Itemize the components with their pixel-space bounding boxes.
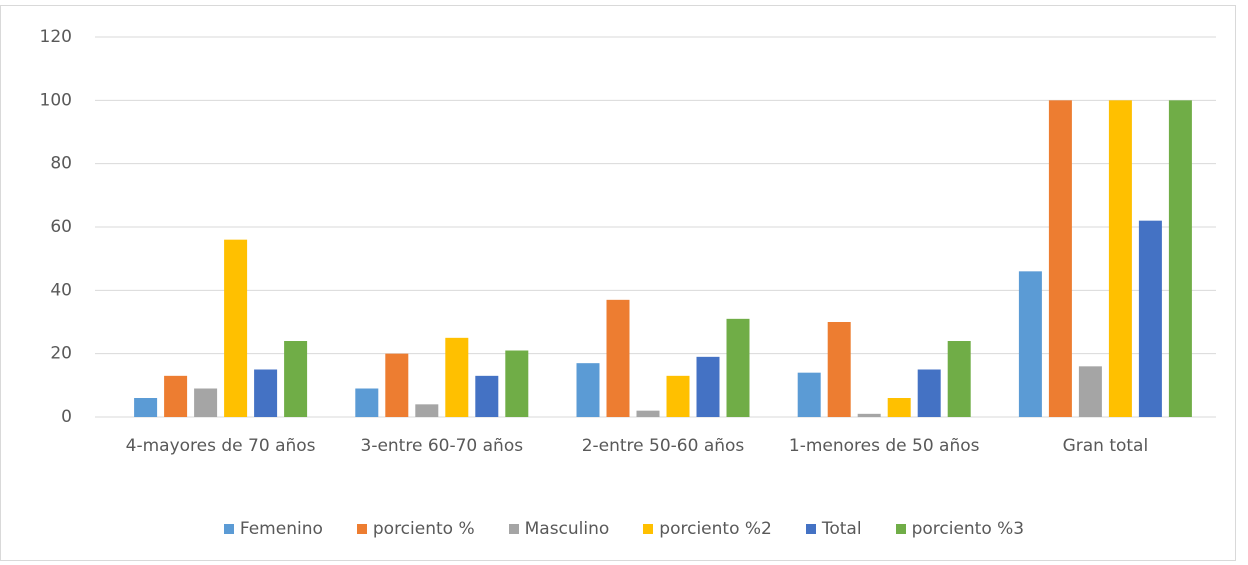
y-tick-label: 60 <box>50 217 72 237</box>
bar <box>415 404 439 417</box>
bar <box>1138 220 1162 417</box>
y-tick-label: 40 <box>50 280 72 300</box>
legend: Femenino porciento % Masculino porciento %2… <box>0 519 1248 539</box>
legend-swatch <box>508 524 519 534</box>
legend-swatch <box>805 524 816 534</box>
legend-label: Masculino <box>524 519 610 539</box>
legend-item: porciento %2 <box>643 519 772 539</box>
legend-item: Femenino <box>223 519 323 539</box>
bar <box>917 369 941 417</box>
x-tick-label: 3-entre 60-70 años <box>360 436 524 456</box>
bar <box>827 322 851 417</box>
bar <box>606 299 630 417</box>
bar <box>475 375 499 417</box>
bar <box>1168 100 1192 417</box>
bar <box>726 318 750 417</box>
bar <box>445 337 469 417</box>
y-tick-label: 100 <box>40 90 72 110</box>
x-tick-label: 2-entre 50-60 años <box>581 436 745 456</box>
bar <box>636 410 660 417</box>
bar <box>887 398 911 417</box>
bar <box>164 375 188 417</box>
legend-swatch <box>643 524 654 534</box>
x-tick-label: Gran total <box>1062 436 1149 456</box>
legend-swatch <box>356 524 367 534</box>
legend-label: Total <box>821 519 862 539</box>
legend-label: Femenino <box>239 519 323 539</box>
bar <box>696 356 720 417</box>
legend-item: porciento %3 <box>895 519 1025 539</box>
legend-label: porciento %3 <box>911 519 1025 539</box>
bar <box>666 375 690 417</box>
legend-swatch <box>895 524 906 534</box>
x-tick-label: 4-mayores de 70 años <box>125 436 316 456</box>
bar <box>224 239 248 417</box>
bar <box>1108 100 1132 417</box>
legend-swatch <box>223 524 234 534</box>
bar <box>797 372 821 417</box>
bar <box>576 363 600 417</box>
bar <box>355 388 379 417</box>
y-tick-label: 20 <box>50 344 72 364</box>
legend-item: Masculino <box>508 519 610 539</box>
legend-item: Total <box>805 519 862 539</box>
legend-item: porciento % <box>356 519 475 539</box>
bar <box>284 341 308 417</box>
legend-label: porciento % <box>372 519 475 539</box>
legend-label: porciento %2 <box>659 519 772 539</box>
bar <box>505 350 529 417</box>
bar <box>1018 271 1042 417</box>
y-tick-label: 80 <box>50 154 72 174</box>
bar <box>947 341 971 417</box>
y-tick-label: 0 <box>61 407 72 427</box>
bar <box>1078 366 1102 417</box>
bar <box>1048 100 1072 417</box>
bar <box>857 413 881 417</box>
y-tick-label: 120 <box>40 27 72 47</box>
bar <box>194 388 218 417</box>
bar <box>134 398 158 417</box>
chart-frame <box>0 5 1236 561</box>
bar <box>385 353 409 417</box>
x-tick-label: 1-menores de 50 años <box>788 436 980 456</box>
bar <box>254 369 278 417</box>
